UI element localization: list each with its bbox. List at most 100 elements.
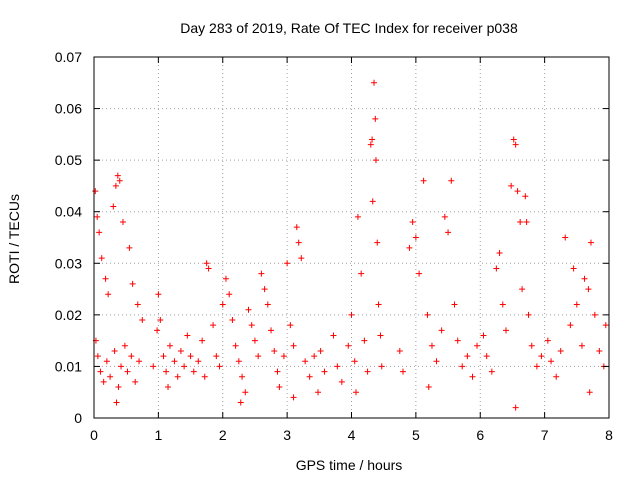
- x-tick-label: 8: [605, 427, 613, 443]
- data-point: [201, 373, 208, 380]
- data-point: [438, 327, 445, 334]
- data-point: [311, 353, 318, 360]
- data-point: [166, 342, 173, 349]
- data-point: [177, 347, 184, 354]
- x-tick-label: 2: [219, 427, 227, 443]
- data-point: [295, 239, 302, 246]
- data-point: [409, 219, 416, 226]
- data-point: [242, 389, 249, 396]
- data-point: [570, 265, 577, 272]
- data-point: [213, 353, 220, 360]
- data-point: [94, 213, 101, 220]
- data-point: [232, 342, 239, 349]
- data-point: [508, 182, 515, 189]
- data-point: [514, 188, 521, 195]
- data-point: [378, 363, 385, 370]
- data-point: [115, 384, 122, 391]
- data-point: [581, 275, 588, 282]
- data-point: [372, 157, 379, 164]
- data-point: [237, 399, 244, 406]
- data-point: [92, 188, 99, 195]
- data-point: [369, 136, 376, 143]
- data-point: [544, 337, 551, 344]
- data-point: [103, 358, 110, 365]
- y-tick-label: 0.03: [55, 255, 82, 271]
- data-point: [251, 337, 258, 344]
- x-tick-label: 3: [283, 427, 291, 443]
- data-point: [235, 358, 242, 365]
- chart-title: Day 283 of 2019, Rate Of TEC Index for r…: [180, 20, 518, 36]
- data-point: [345, 342, 352, 349]
- data-point: [136, 358, 143, 365]
- data-point: [205, 265, 212, 272]
- data-point: [129, 280, 136, 287]
- data-point: [512, 404, 519, 411]
- data-point: [271, 347, 278, 354]
- data-point: [293, 224, 300, 231]
- y-tick-label: 0.05: [55, 152, 82, 168]
- data-point: [503, 327, 509, 334]
- data-point: [459, 363, 466, 370]
- data-point: [264, 301, 271, 308]
- data-point: [128, 353, 135, 360]
- data-point: [284, 260, 291, 267]
- data-point: [493, 265, 500, 272]
- data-point: [105, 291, 112, 298]
- data-point: [229, 317, 236, 324]
- data-point: [210, 322, 217, 329]
- data-point: [528, 342, 535, 349]
- data-point: [132, 378, 139, 385]
- data-point: [480, 332, 487, 339]
- data-point: [245, 306, 252, 313]
- y-axis-label: ROTI / TECUs: [6, 194, 22, 284]
- data-point: [591, 311, 598, 318]
- data-point: [400, 368, 406, 375]
- data-point: [171, 358, 178, 365]
- data-point: [174, 373, 181, 380]
- data-point: [119, 219, 126, 226]
- data-point: [255, 353, 262, 360]
- data-point: [351, 358, 358, 365]
- data-point: [499, 301, 506, 308]
- data-point: [557, 347, 564, 354]
- data-point: [519, 286, 526, 293]
- data-point: [496, 249, 503, 256]
- axis-ticks: 0 1 2 3 4 5 6 7 8 0 0.01 0.02 0.03 0.04 0.05 0.06 0.07: [55, 49, 613, 443]
- data-point: [348, 311, 355, 318]
- data-point: [280, 353, 287, 360]
- data-series-roti: [92, 79, 609, 411]
- y-tick-label: 0.06: [55, 101, 82, 117]
- x-axis-label: GPS time / hours: [296, 457, 403, 473]
- data-point: [157, 317, 164, 324]
- data-point: [134, 301, 141, 308]
- y-tick-label: 0.01: [55, 358, 82, 374]
- data-point: [369, 198, 376, 205]
- x-tick-label: 5: [412, 427, 420, 443]
- data-point: [416, 270, 423, 277]
- data-point: [258, 270, 265, 277]
- data-point: [239, 373, 246, 380]
- data-point: [424, 311, 431, 318]
- data-point: [315, 389, 322, 396]
- data-point: [268, 327, 275, 334]
- data-point: [302, 358, 309, 365]
- data-point: [474, 342, 481, 349]
- data-point: [420, 177, 427, 184]
- data-point: [433, 358, 440, 365]
- data-point: [110, 203, 117, 210]
- data-point: [353, 389, 360, 396]
- y-tick-label: 0.04: [55, 204, 82, 220]
- data-point: [287, 322, 294, 329]
- data-point: [425, 384, 432, 391]
- data-point: [226, 291, 233, 298]
- data-point: [538, 353, 545, 360]
- data-point: [364, 368, 371, 375]
- data-point: [124, 368, 131, 375]
- data-point: [290, 394, 297, 401]
- data-point: [139, 317, 146, 324]
- data-point: [195, 358, 202, 365]
- data-point: [510, 136, 517, 143]
- data-point: [216, 363, 223, 370]
- data-point: [553, 373, 560, 380]
